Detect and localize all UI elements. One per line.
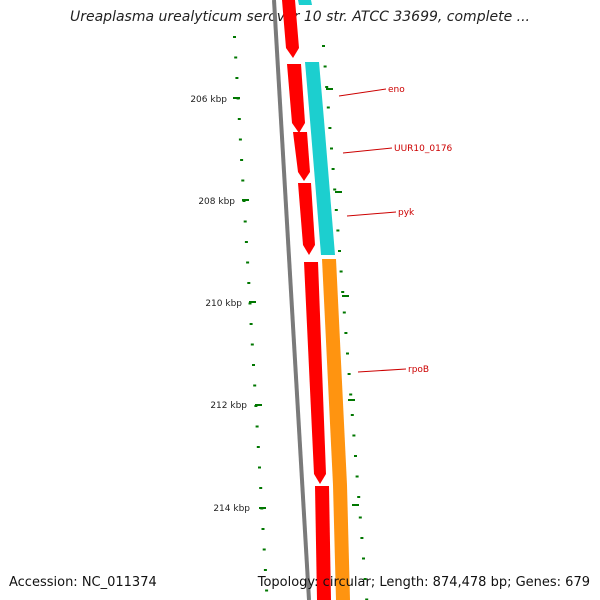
minor-tick: [259, 487, 263, 489]
minor-tick: [252, 364, 255, 366]
minor-tick: [350, 414, 354, 416]
minor-tick: [253, 384, 257, 387]
minor-tick: [342, 311, 346, 314]
minor-tick: [241, 179, 245, 182]
cds-arrow[interactable]: [298, 183, 315, 255]
minor-tick: [358, 516, 362, 519]
minor-tick: [330, 147, 333, 150]
minor-tick: [352, 434, 356, 437]
gene-label-rpob[interactable]: rpoB: [408, 365, 429, 375]
minor-tick: [250, 343, 254, 346]
minor-tick: [238, 138, 242, 141]
ruler-label-208: 208 kbp: [198, 197, 235, 207]
gene-segment[interactable]: [315, 181, 335, 255]
minor-tick: [360, 537, 364, 539]
minor-tick: [263, 569, 267, 571]
minor-tick: [235, 77, 239, 79]
minor-tick: [336, 229, 340, 232]
gene-segment[interactable]: [333, 485, 350, 600]
minor-tick: [261, 528, 265, 530]
minor-tick: [325, 86, 329, 88]
minor-tick: [247, 282, 251, 284]
minor-tick: [328, 127, 332, 129]
cds-arrow[interactable]: [282, 0, 299, 58]
minor-tick: [344, 332, 348, 334]
gene-segment[interactable]: [298, 0, 312, 5]
minor-tick: [237, 118, 241, 120]
minor-tick: [249, 323, 253, 325]
map-title: Ureaplasma urealyticum serovar 10 str. A…: [69, 9, 530, 25]
accession-text: Accession: NC_011374: [9, 575, 157, 590]
minor-tick: [258, 466, 261, 469]
gene-label-eno[interactable]: eno: [388, 85, 405, 95]
minor-tick: [355, 475, 359, 478]
minor-tick: [323, 65, 327, 68]
gene-label-leader: [342, 147, 393, 154]
gene-label-pyk[interactable]: pyk: [398, 208, 415, 218]
minor-tick: [339, 270, 343, 273]
gene-label-uur10-0176[interactable]: UUR10_0176: [394, 144, 453, 154]
minor-tick: [354, 455, 357, 457]
minor-tick: [331, 168, 335, 170]
topology-text: Topology: circular; Length: 874,478 bp; …: [257, 575, 590, 590]
minor-tick: [341, 291, 345, 293]
minor-tick: [255, 425, 259, 428]
gene-segment[interactable]: [310, 120, 329, 181]
minor-tick: [365, 598, 369, 600]
minor-tick: [256, 446, 260, 448]
minor-tick: [326, 106, 330, 109]
gene-segment[interactable]: [322, 259, 347, 485]
ruler-labels: 206 kbp 208 kbp 210 kbp 212 kbp 214 kbp: [190, 95, 250, 514]
cds-arrow[interactable]: [304, 262, 326, 484]
major-ticks: [233, 88, 359, 509]
minor-tick: [346, 352, 349, 355]
minor-tick: [322, 45, 325, 47]
minor-tick: [334, 209, 338, 211]
ruler-label-212: 212 kbp: [210, 401, 247, 411]
forward-cds-track: [282, 0, 331, 600]
minor-tick: [244, 241, 248, 243]
minor-tick: [333, 188, 337, 191]
genome-backbone: [272, 0, 311, 600]
minor-tick: [233, 36, 236, 38]
gene-label-leader: [357, 368, 407, 373]
cds-arrow[interactable]: [287, 64, 305, 133]
minor-tick: [362, 557, 365, 560]
ruler-label-210: 210 kbp: [205, 299, 242, 309]
minor-tick: [234, 56, 238, 59]
minor-tick: [363, 578, 367, 580]
minor-tick: [240, 159, 244, 161]
ruler-label-214: 214 kbp: [213, 504, 250, 514]
minor-tick: [243, 220, 247, 223]
ruler-label-206: 206 kbp: [190, 95, 227, 105]
minor-tick: [357, 496, 361, 498]
gene-label-leader: [346, 211, 397, 217]
minor-tick: [349, 393, 353, 396]
minor-tick: [265, 589, 269, 592]
gene-label-leader: [338, 88, 387, 97]
cds-arrow[interactable]: [293, 132, 310, 181]
gene-segment[interactable]: [305, 62, 324, 120]
minor-tick: [246, 261, 250, 264]
gene-labels: eno UUR10_0176 pyk rpoB: [338, 85, 453, 375]
minor-tick: [338, 250, 341, 252]
minor-tick: [347, 373, 351, 375]
gene-track: [298, 0, 350, 600]
minor-tick: [248, 302, 252, 305]
cds-arrow[interactable]: [315, 486, 331, 600]
minor-tick: [262, 548, 266, 551]
